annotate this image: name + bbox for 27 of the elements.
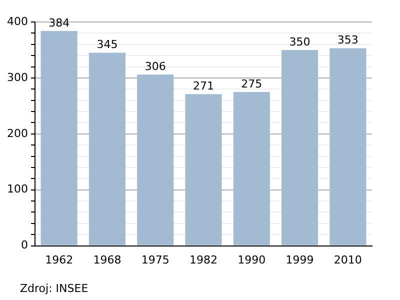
bar <box>88 52 126 246</box>
data-label: 384 <box>48 16 70 30</box>
x-tick-label: 1975 <box>141 253 170 266</box>
data-label: 306 <box>144 60 166 73</box>
y-tick-label: 0 <box>20 238 28 252</box>
y-tick-label: 200 <box>6 126 28 140</box>
bar <box>185 94 222 246</box>
bar <box>330 48 366 246</box>
data-label: 353 <box>337 34 358 47</box>
y-tick-label: 400 <box>6 14 28 28</box>
x-tick-label: 1990 <box>238 253 266 266</box>
bar <box>137 74 174 246</box>
data-label: 275 <box>241 77 262 90</box>
x-tick-label: 1982 <box>190 253 218 266</box>
x-tick-label: 1968 <box>93 253 122 266</box>
text: Zdroj: INSEE <box>20 282 88 295</box>
data-label: 350 <box>289 35 310 48</box>
bar <box>233 92 270 246</box>
data-label: 271 <box>193 80 214 93</box>
bar <box>281 50 318 246</box>
x-tick-label: 2010 <box>334 253 362 266</box>
x-tick-label: 1962 <box>45 253 74 266</box>
y-tick-label: 300 <box>6 70 28 84</box>
bar <box>40 30 78 246</box>
data-label: 345 <box>96 38 118 52</box>
y-tick-label: 100 <box>6 182 28 196</box>
x-tick-label: 1999 <box>286 253 314 266</box>
